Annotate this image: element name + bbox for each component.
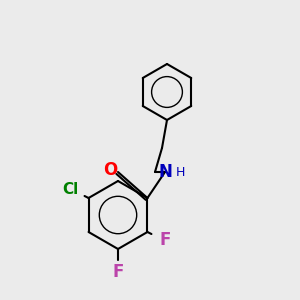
Text: F: F [112, 263, 124, 281]
Text: H: H [175, 167, 185, 179]
Text: F: F [160, 231, 171, 249]
Text: O: O [103, 161, 117, 179]
Text: N: N [158, 163, 172, 181]
Text: Cl: Cl [62, 182, 79, 197]
